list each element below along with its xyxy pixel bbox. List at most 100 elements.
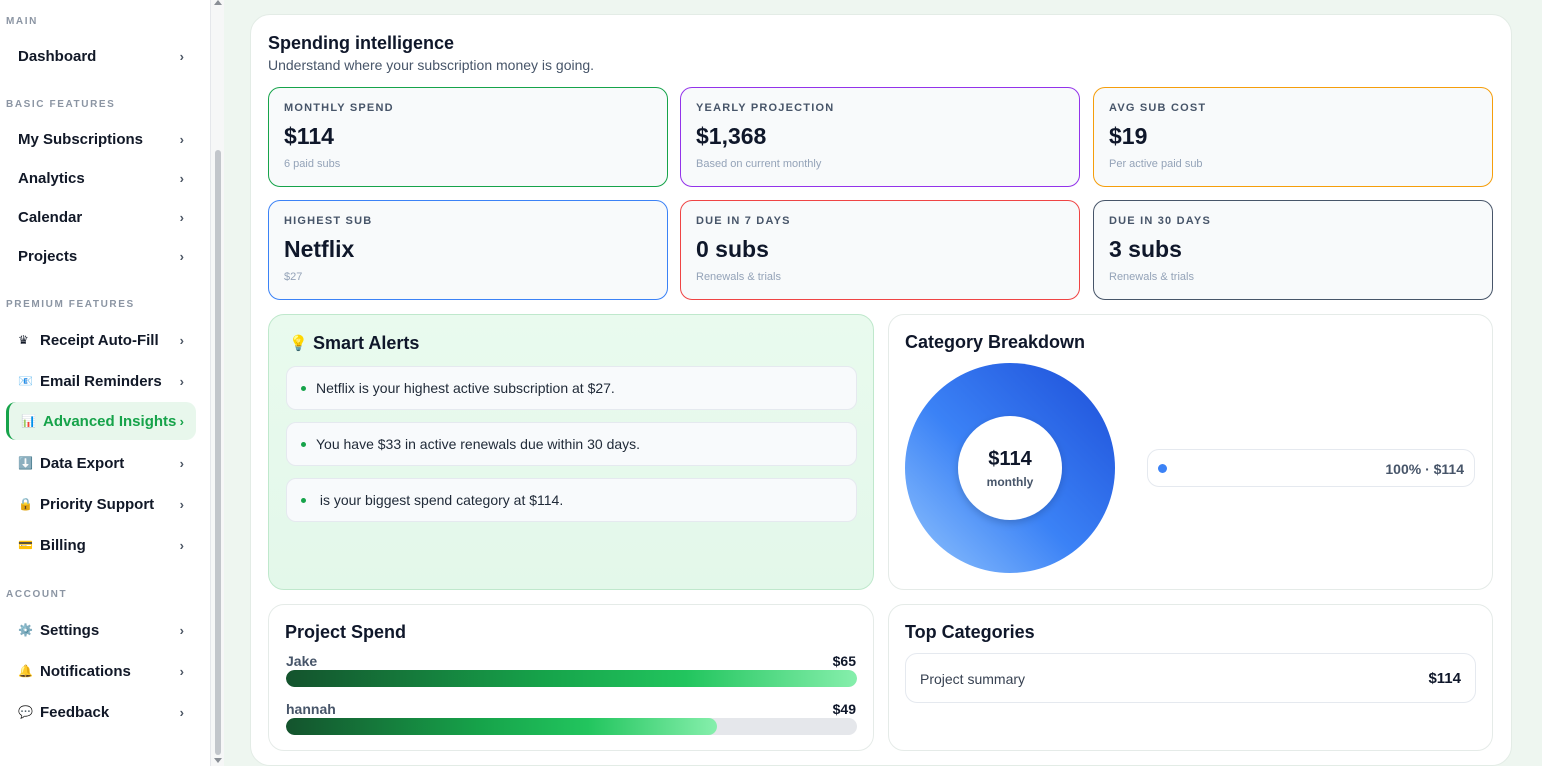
sidebar-item-email-reminders[interactable]: 📧 Email Reminders › xyxy=(6,362,196,400)
sidebar-item-dashboard[interactable]: Dashboard › xyxy=(6,37,196,75)
sidebar-item-receipt-auto-fill[interactable]: ♛ Receipt Auto-Fill › xyxy=(6,321,196,359)
sidebar-item-analytics[interactable]: Analytics › xyxy=(6,159,196,197)
section-label-premium: PREMIUM FEATURES xyxy=(6,299,135,310)
chevron-right-icon: › xyxy=(179,333,184,348)
alert-text: Netflix is your highest active subscript… xyxy=(316,380,615,396)
alert-item: You have $33 in active renewals due with… xyxy=(286,422,857,466)
bullet-dot-icon xyxy=(301,385,306,391)
project-amount: $49 xyxy=(832,701,856,717)
scroll-up-arrow-icon[interactable] xyxy=(214,0,222,5)
sidebar-item-label: Settings xyxy=(40,621,100,639)
alert-text: is your biggest spend category at $114. xyxy=(316,492,564,508)
project-bar-fill xyxy=(286,670,857,687)
stat-value: Netflix xyxy=(284,236,355,262)
sidebar-item-feedback[interactable]: 💬 Feedback › xyxy=(6,693,196,731)
scrollbar-thumb[interactable] xyxy=(215,150,221,755)
lightbulb-icon: 💡 xyxy=(289,335,308,352)
sidebar-item-label: Email Reminders xyxy=(40,372,162,390)
top-categories-title: Top Categories xyxy=(905,622,1035,642)
gear-icon: ⚙️ xyxy=(18,623,33,637)
page-subtitle: Understand where your subscription money… xyxy=(268,57,595,73)
stat-label: YEARLY PROJECTION xyxy=(696,102,835,114)
project-spend-panel: Project Spend Jake $65 hannah $49 xyxy=(268,604,874,751)
legend-value: 100% · $114 xyxy=(1385,461,1464,477)
sidebar-item-data-export[interactable]: ⬇️ Data Export › xyxy=(6,444,196,482)
stat-caption: 6 paid subs xyxy=(284,158,341,170)
project-spend-title: Project Spend xyxy=(285,622,407,642)
sidebar-scrollbar[interactable] xyxy=(210,0,224,766)
scroll-down-arrow-icon[interactable] xyxy=(214,758,222,763)
top-category-row: Project summary $114 xyxy=(905,653,1476,703)
sidebar-item-priority-support[interactable]: 🔒 Priority Support › xyxy=(6,485,196,523)
download-icon: ⬇️ xyxy=(18,456,33,470)
sidebar-item-label: Analytics xyxy=(18,169,85,187)
chevron-right-icon: › xyxy=(179,414,184,429)
project-bar-fill xyxy=(286,718,717,735)
chevron-right-icon: › xyxy=(179,49,184,64)
sidebar-item-notifications[interactable]: 🔔 Notifications › xyxy=(6,652,196,690)
project-bar-track xyxy=(286,718,857,735)
donut-center-value: $114 xyxy=(988,448,1032,470)
section-label-account: ACCOUNT xyxy=(6,589,68,600)
project-bar-track xyxy=(286,670,857,687)
chevron-right-icon: › xyxy=(179,249,184,264)
chevron-right-icon: › xyxy=(179,210,184,225)
sidebar-item-label: Dashboard xyxy=(18,47,97,65)
sidebar-item-label: My Subscriptions xyxy=(18,130,144,148)
stat-caption: Renewals & trials xyxy=(696,271,781,283)
sidebar-item-label: Notifications xyxy=(40,662,131,680)
chevron-right-icon: › xyxy=(179,132,184,147)
sidebar-item-label: Feedback xyxy=(40,703,110,721)
sidebar: MAIN Dashboard › BASIC FEATURES My Subsc… xyxy=(0,0,210,766)
sidebar-item-label: Data Export xyxy=(40,454,125,472)
stat-value: 3 subs xyxy=(1109,236,1182,262)
stat-caption: $27 xyxy=(284,271,303,283)
project-amount: $65 xyxy=(832,653,856,669)
sidebar-item-label: Priority Support xyxy=(40,495,155,513)
top-category-name: Project summary xyxy=(920,671,1026,687)
project-name: hannah xyxy=(286,701,336,717)
stat-value: $19 xyxy=(1109,123,1148,149)
legend-dot-icon xyxy=(1158,464,1167,473)
chevron-right-icon: › xyxy=(179,623,184,638)
sidebar-item-billing[interactable]: 💳 Billing › xyxy=(6,526,196,564)
chevron-right-icon: › xyxy=(179,664,184,679)
speech-bubble-icon: 💬 xyxy=(18,705,33,719)
email-icon: 📧 xyxy=(18,374,33,388)
sidebar-item-label: Receipt Auto-Fill xyxy=(40,331,159,349)
stat-due-7-days: DUE IN 7 DAYS 0 subs Renewals & trials xyxy=(680,200,1080,300)
category-legend-item: 100% · $114 xyxy=(1147,449,1475,487)
alert-item: Netflix is your highest active subscript… xyxy=(286,366,857,410)
smart-alerts-panel: 💡 Smart Alerts Netflix is your highest a… xyxy=(268,314,874,590)
sidebar-item-label: Calendar xyxy=(18,208,83,226)
stat-label: DUE IN 7 DAYS xyxy=(696,215,791,227)
bullet-dot-icon xyxy=(301,441,306,447)
project-name: Jake xyxy=(286,653,318,669)
alert-item: is your biggest spend category at $114. xyxy=(286,478,857,522)
sidebar-item-projects[interactable]: Projects › xyxy=(6,237,196,275)
chevron-right-icon: › xyxy=(179,497,184,512)
chevron-right-icon: › xyxy=(179,705,184,720)
bar-chart-icon: 📊 xyxy=(21,414,36,428)
stat-highest-sub: HIGHEST SUB Netflix $27 xyxy=(268,200,668,300)
alert-text: You have $33 in active renewals due with… xyxy=(316,436,641,452)
stat-avg-sub-cost: AVG SUB COST $19 Per active paid sub xyxy=(1093,87,1493,187)
sidebar-item-advanced-insights[interactable]: 📊 Advanced Insights › xyxy=(6,402,196,440)
sidebar-item-calendar[interactable]: Calendar › xyxy=(6,198,196,236)
section-label-main: MAIN xyxy=(6,16,38,27)
sidebar-item-my-subscriptions[interactable]: My Subscriptions › xyxy=(6,120,196,158)
sidebar-item-settings[interactable]: ⚙️ Settings › xyxy=(6,611,196,649)
stat-label: AVG SUB COST xyxy=(1109,102,1207,114)
stat-label: MONTHLY SPEND xyxy=(284,102,394,114)
sidebar-item-label: Billing xyxy=(40,536,86,554)
stat-caption: Renewals & trials xyxy=(1109,271,1194,283)
top-category-amount: $114 xyxy=(1428,670,1461,687)
chevron-right-icon: › xyxy=(179,374,184,389)
category-breakdown-title: Category Breakdown xyxy=(905,332,1086,352)
credit-card-icon: 💳 xyxy=(18,538,33,552)
stat-monthly-spend: MONTHLY SPEND $114 6 paid subs xyxy=(268,87,668,187)
stat-label: HIGHEST SUB xyxy=(284,215,373,227)
page-title: Spending intelligence xyxy=(268,33,455,53)
smart-alerts-title: Smart Alerts xyxy=(313,333,420,353)
stat-label: DUE IN 30 DAYS xyxy=(1109,215,1211,227)
